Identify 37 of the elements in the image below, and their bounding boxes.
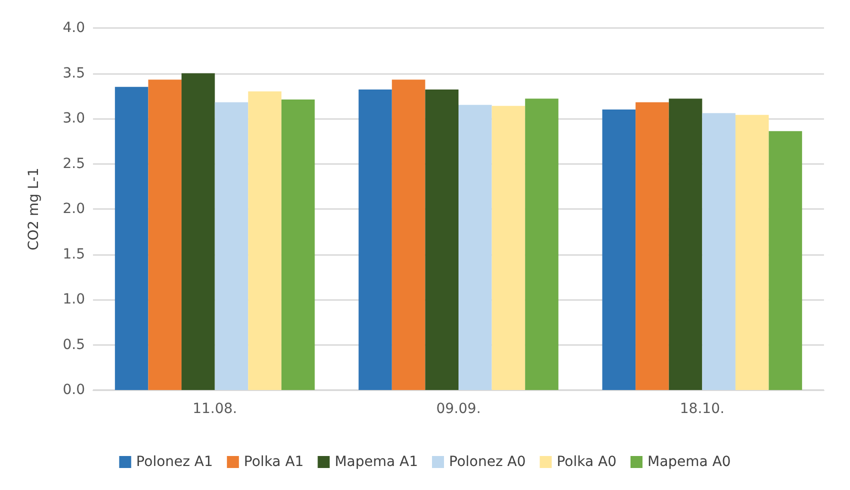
legend-label: Polonez A1 bbox=[136, 454, 213, 470]
bar bbox=[214, 102, 248, 390]
y-tick-label: 4.0 bbox=[62, 20, 85, 36]
bar bbox=[248, 91, 282, 390]
y-tick-label: 0.5 bbox=[62, 336, 85, 353]
bar bbox=[358, 90, 392, 390]
x-tick-label: 18.10. bbox=[680, 401, 724, 417]
legend-label: Polonez A0 bbox=[449, 454, 526, 470]
y-tick-label: 0.0 bbox=[62, 382, 85, 398]
bar bbox=[768, 131, 802, 390]
bar bbox=[148, 80, 182, 390]
y-tick-label: 3.0 bbox=[62, 110, 85, 126]
bar bbox=[281, 99, 315, 390]
y-tick-label: 1.5 bbox=[62, 246, 85, 262]
x-tick-label: 11.08. bbox=[192, 401, 238, 417]
y-axis-title: CO2 mg L-1 bbox=[26, 168, 42, 250]
y-tick-label: 1.0 bbox=[62, 292, 85, 308]
bar bbox=[668, 98, 702, 390]
legend-label: Polka A0 bbox=[556, 454, 617, 470]
legend-label: Mapema A1 bbox=[334, 454, 418, 470]
bar bbox=[425, 90, 458, 390]
legend-label: Mapema A0 bbox=[648, 454, 731, 470]
legend-label: Polka A1 bbox=[244, 454, 304, 470]
bar bbox=[458, 104, 492, 390]
bar bbox=[114, 86, 148, 390]
y-tick-label: 2.0 bbox=[62, 201, 85, 217]
x-tick-label: 09.09. bbox=[436, 401, 481, 417]
bar bbox=[735, 114, 769, 390]
y-tick-label: 2.5 bbox=[62, 156, 85, 172]
y-tick-label: 3.5 bbox=[62, 65, 85, 82]
bar bbox=[392, 80, 426, 390]
bar bbox=[602, 109, 636, 390]
bar bbox=[636, 102, 669, 390]
bar bbox=[182, 73, 215, 390]
bar bbox=[702, 113, 736, 390]
bar bbox=[492, 106, 526, 390]
bar bbox=[525, 98, 558, 390]
